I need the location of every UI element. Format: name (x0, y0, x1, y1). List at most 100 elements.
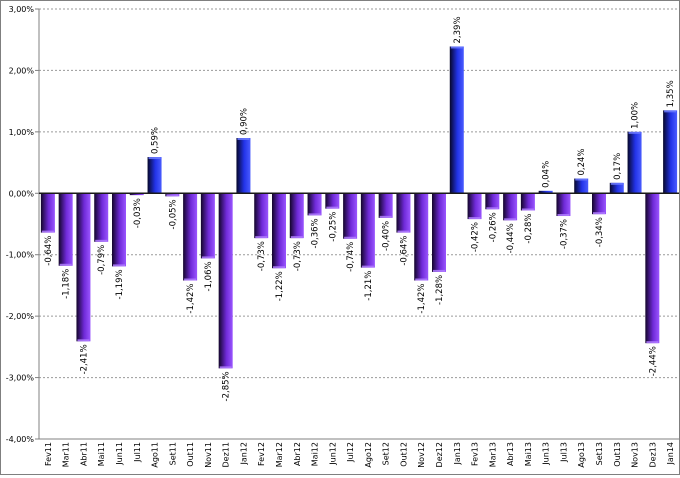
x-tick-label: Mar13 (488, 442, 497, 467)
data-label: 1,35% (666, 80, 676, 107)
bar-cap (290, 236, 303, 239)
bar-group (396, 193, 411, 233)
data-label: -1,28% (435, 275, 445, 305)
bar-cap (610, 182, 623, 185)
bar (289, 193, 304, 239)
data-label: 0,24% (577, 149, 587, 176)
bar-cap (361, 265, 374, 268)
bar-group (432, 193, 446, 272)
data-label: 0,04% (542, 161, 552, 188)
x-tick-label: Mai11 (97, 442, 106, 466)
x-tick-label: Out13 (613, 442, 622, 467)
x-tick-label: Nov12 (417, 442, 426, 468)
x-tick-label: Jul11 (133, 442, 142, 463)
x-tick-label: Dez11 (222, 442, 231, 467)
y-tick-label: -4,00% (6, 435, 35, 444)
x-tick-label: Nov11 (204, 442, 213, 468)
bar (272, 193, 286, 269)
bar-cap (433, 269, 445, 272)
bar (307, 193, 322, 216)
bar-group (40, 193, 55, 233)
y-tick-label: -2,00% (6, 312, 35, 321)
bar-cap (237, 138, 250, 140)
bar-group (627, 131, 642, 194)
bar-group (236, 138, 251, 194)
bar-group (94, 193, 109, 242)
bar-group (574, 178, 589, 194)
bar-group (485, 193, 500, 210)
bar-cap (148, 157, 161, 160)
bar (396, 193, 411, 233)
bar (76, 193, 91, 342)
x-tick-label: Jun11 (115, 442, 124, 466)
x-tick-label: Out11 (186, 442, 195, 467)
bar-cap (575, 178, 588, 181)
bar-group (520, 193, 535, 211)
bar (147, 157, 162, 194)
data-label: 2,39% (453, 16, 463, 43)
data-label: -1,42% (186, 284, 196, 314)
y-tick-label: -3,00% (6, 374, 35, 383)
bar-group (147, 157, 162, 194)
x-tick-label: Mar11 (62, 442, 71, 467)
bar-group (129, 193, 144, 196)
y-tick-label: 2,00% (9, 66, 35, 75)
bar (40, 193, 55, 233)
bar (432, 193, 446, 272)
bar-cap (219, 366, 232, 369)
y-tick-label: 0,00% (9, 189, 35, 198)
bar-group (76, 193, 91, 342)
bar-group (112, 193, 126, 267)
bar-cap (113, 264, 125, 267)
bar-cap (557, 214, 570, 217)
data-label: -2,44% (648, 346, 658, 376)
bar (325, 193, 340, 209)
data-label: -1,21% (364, 271, 374, 301)
data-label: -0,25% (328, 212, 338, 242)
bar-group (556, 193, 571, 217)
x-tick-label: Ago11 (151, 442, 160, 468)
bar-cap (95, 239, 108, 242)
bar-group (663, 110, 678, 194)
data-label: -2,85% (222, 371, 232, 401)
bar-group (592, 193, 606, 215)
bar (467, 193, 482, 220)
bar-group (538, 190, 553, 194)
bar (627, 131, 642, 194)
bar-group (609, 182, 624, 194)
data-label: -0,64% (399, 236, 409, 266)
bar-cap (521, 208, 534, 211)
y-tick-label: 1,00% (9, 128, 35, 137)
data-label: -0,73% (257, 241, 267, 271)
bar (503, 193, 518, 221)
bar-cap (415, 278, 428, 281)
bar (200, 193, 215, 259)
bar-cap (628, 131, 641, 134)
bar-group (325, 193, 340, 209)
x-tick-label: Ago13 (577, 442, 586, 468)
bar-group (414, 193, 429, 281)
bar-group (254, 193, 269, 239)
bar-cap (308, 213, 321, 216)
bar (254, 193, 269, 239)
x-tick-label: Dez12 (435, 442, 444, 467)
data-label: 0,17% (613, 153, 623, 180)
x-tick-label: Fev11 (44, 442, 53, 466)
bar (556, 193, 571, 217)
bar-cap (344, 236, 357, 239)
bar-group (272, 193, 286, 269)
data-label: 0,90% (239, 108, 249, 135)
x-tick-label: Jan12 (239, 442, 248, 466)
bar (58, 193, 73, 266)
bar (218, 193, 233, 369)
bars (40, 46, 678, 369)
data-labels: -0,64% -1,18% -2,41% -0,79% -1,19% -0,03% 0,59… (44, 16, 676, 401)
data-label: -0,40% (382, 221, 392, 251)
data-label: -0,44% (506, 223, 516, 253)
bar (378, 193, 393, 218)
bar (645, 193, 660, 344)
x-tick-label: Abr12 (293, 442, 302, 466)
bar-cap (255, 236, 268, 239)
